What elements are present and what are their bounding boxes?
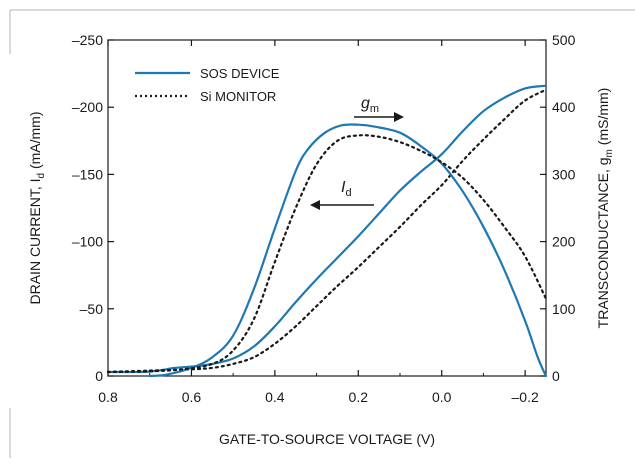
y-left-title-main: DRAIN CURRENT, I [27, 178, 43, 304]
legend-label-si: Si MONITOR [200, 89, 276, 104]
plot-area [107, 39, 547, 377]
y-right-title-sub: m [604, 149, 615, 157]
gm-annotation: gm [354, 95, 404, 122]
si-monitor-gm-line [106, 134, 548, 374]
gm-annotation-label: gm [361, 95, 379, 115]
x-tick-label: 0.6 [182, 389, 202, 405]
y-left-tick-label: –50 [80, 301, 104, 317]
y-right-tick-label: 300 [552, 166, 576, 182]
legend: SOS DEVICE Si MONITOR [135, 66, 280, 104]
y-left-tick-label: 0 [95, 368, 103, 384]
y-left-title-sub: d [36, 173, 47, 179]
sos-device-gm-line [148, 123, 548, 378]
y-right-tick-label: 400 [552, 99, 576, 115]
y-left-axis-title: DRAIN CURRENT, Id (mA/mm) [27, 111, 47, 304]
gm-arrow-head [394, 112, 404, 122]
x-tick-label: 0.8 [98, 389, 118, 405]
series-layer [106, 84, 548, 378]
y-left-tick-label: –150 [72, 166, 103, 182]
y-right-tick-label: 200 [552, 234, 576, 250]
si-monitor-id-line [106, 88, 548, 374]
tick-labels-layer: 0.8 0.6 0.4 0.2 0.0 –0.2 –250 –200 –150 –100 –50 0 5… [72, 32, 576, 405]
y-left-tick-label: –250 [72, 32, 103, 48]
x-tick-label: 0.4 [265, 389, 285, 405]
x-tick-label: –0.2 [512, 389, 539, 405]
y-right-tick-label: 100 [552, 301, 576, 317]
y-left-tick-label: –200 [72, 99, 103, 115]
y-left-title-unit: (mA/mm) [27, 111, 43, 172]
x-tick-label: 0.2 [349, 389, 369, 405]
ticks-layer [107, 39, 546, 377]
y-right-tick-label: 0 [552, 368, 560, 384]
id-annotation: Id [310, 179, 374, 210]
y-right-title-main: TRANSCONDUCTANCE, g [595, 157, 611, 328]
y-right-title-unit: (mS/mm) [595, 88, 611, 149]
id-arrow-head [310, 200, 320, 210]
y-left-tick-label: –100 [72, 234, 103, 250]
legend-label-sos: SOS DEVICE [200, 66, 280, 81]
x-tick-label: 0.0 [432, 389, 452, 405]
id-annotation-label: Id [341, 179, 352, 199]
y-right-axis-title: TRANSCONDUCTANCE, gm (mS/mm) [595, 88, 615, 329]
x-axis-title: GATE-TO-SOURCE VOLTAGE (V) [219, 431, 435, 447]
y-right-tick-label: 500 [552, 32, 576, 48]
sos-device-id-line [106, 84, 548, 374]
